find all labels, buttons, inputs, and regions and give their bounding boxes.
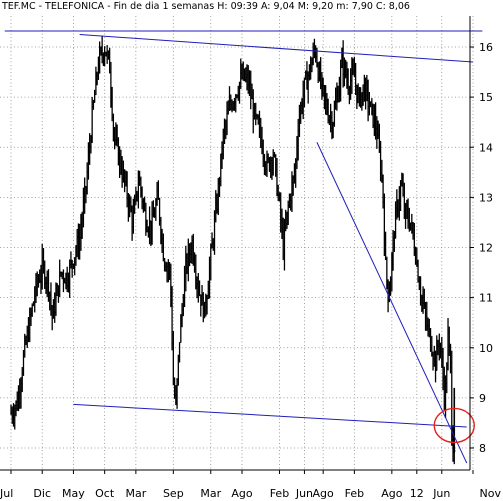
chart-header: TEF.MC - TELEFONICA - Fin de dia 1 seman… — [1, 1, 410, 12]
x-tick-label: Jul — [0, 487, 13, 500]
x-tick-label: Nov — [480, 487, 502, 500]
y-tick-label: 11 — [479, 292, 493, 305]
trendline — [316, 142, 468, 464]
x-tick-label: Jun — [295, 487, 313, 500]
x-tick-label: Feb — [345, 487, 364, 500]
axes: 8 9 10 11 12 13 14 15 16 Jul Dic May Oct Mar Sep Mar Ago… — [0, 16, 501, 500]
y-tick-label: 12 — [479, 242, 493, 255]
y-tick-label: 10 — [479, 342, 493, 355]
y-tick-label: 9 — [479, 392, 486, 405]
x-tick-label: Jun — [432, 487, 450, 500]
x-tick-label: Dic — [33, 487, 51, 500]
x-tick-label: Ago — [381, 487, 403, 500]
trendlines — [4, 30, 483, 464]
x-tick-label: Ago — [231, 487, 253, 500]
x-tick-label: Sep — [163, 487, 184, 500]
y-tick-label: 13 — [479, 191, 493, 204]
highlight-ellipse — [433, 407, 475, 444]
y-tick-label: 16 — [479, 41, 493, 54]
x-tick-label: Mar — [125, 487, 146, 500]
trendline — [79, 33, 474, 63]
y-tick-label: 14 — [479, 141, 493, 154]
trendline — [73, 403, 467, 428]
y-tick-label: 15 — [479, 91, 493, 104]
x-tick-label: Oct — [95, 487, 115, 500]
x-tick-label: Feb — [270, 487, 289, 500]
x-tick-label: 12 — [410, 487, 424, 500]
x-tick-label: Mar — [200, 487, 221, 500]
x-tick-label: May — [62, 487, 85, 500]
price-series — [10, 35, 456, 465]
x-tick-label: Ago — [313, 487, 335, 500]
grid-lines — [0, 16, 474, 470]
highlight-circle — [433, 407, 475, 444]
y-tick-label: 8 — [479, 442, 486, 455]
